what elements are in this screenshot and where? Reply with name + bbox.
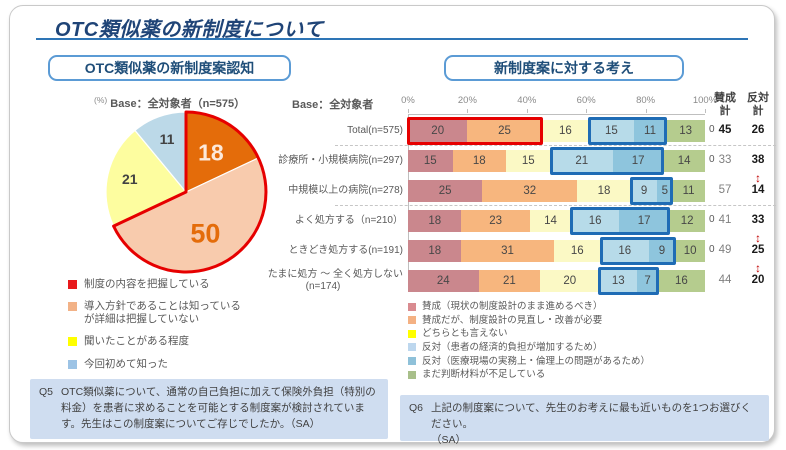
pie-base-note: (%) Base：全対象者（n=575） xyxy=(94,95,245,111)
pie-value-label: 50 xyxy=(190,218,220,248)
q5-text: OTC類似薬について、通常の自己負担に加えて保険外負担（特別の料金）を患者に求め… xyxy=(61,386,376,430)
pie-legend-label: 今回初めて知った xyxy=(84,357,168,370)
bar-legend-item: 反対（患者の経済的負担が増加するため） xyxy=(408,341,778,353)
slide: OTC類似薬の新制度について OTC類似薬の新制度案認知 (%) Base：全対… xyxy=(9,5,778,446)
oppose-total: 26 xyxy=(751,124,765,136)
bar-legend-item: 賛成（現状の制度設計のまま進めるべき） xyxy=(408,301,778,312)
pie-legend-item: 聞いたことがある程度 xyxy=(68,335,368,348)
oppose-total: 33 xyxy=(751,214,765,226)
bar-base-note: Base：全対象者 xyxy=(292,99,374,111)
pie-value-label: 18 xyxy=(198,140,224,166)
title-underline xyxy=(36,38,748,40)
legend-swatch-icon xyxy=(68,302,77,312)
legend-swatch-icon xyxy=(408,302,416,311)
legend-swatch-icon xyxy=(68,337,77,347)
zero-value-label: 0 xyxy=(709,214,715,225)
q5-box: Q5 OTC類似薬について、通常の自己負担に加えて保険外負担（特別の料金）を患者… xyxy=(30,379,388,439)
pie-legend-label: 導入方針であることは知っている が詳細は把握していない xyxy=(84,300,241,326)
approve-total: 41 xyxy=(718,214,732,226)
legend-swatch-icon xyxy=(68,359,77,369)
pie-legend: 制度の内容を把握している導入方針であることは知っている が詳細は把握していない聞… xyxy=(68,278,368,380)
legend-swatch-icon xyxy=(408,329,416,338)
axis-tick xyxy=(645,109,647,113)
bar-legend-item: 賛成だが、制度設計の見直し・改善が必要 xyxy=(408,314,778,326)
right-panel-header-label: 新制度案に対する考え xyxy=(494,60,634,76)
axis-tick xyxy=(586,109,588,113)
axis-tick-label: 20% xyxy=(457,95,477,106)
q6-text: 上記の制度案について、先生のお考えに最も近いものを1つお選びください。 （SA） xyxy=(431,402,751,446)
zero-value-label: 0 xyxy=(709,124,715,135)
pie-unit-label: (%) xyxy=(94,95,108,105)
axis-tick-label: 40% xyxy=(517,95,537,106)
pie-legend-label: 聞いたことがある程度 xyxy=(84,335,189,348)
bar-legend-label: 反対（医療現場の実務上・倫理上の問題があるため） xyxy=(422,355,651,367)
significance-arrow-icon: ↕ xyxy=(755,231,761,245)
bar-legend-item: まだ判断材料が不足している xyxy=(408,369,778,381)
zero-value-label: 0 xyxy=(709,244,715,255)
bar-legend-item: どちらとも言えない xyxy=(408,328,778,340)
approve-total: 49 xyxy=(718,244,732,256)
pie-legend-item: 導入方針であることは知っている が詳細は把握していない xyxy=(68,300,368,326)
left-panel-header: OTC類似薬の新制度案認知 xyxy=(48,55,291,81)
axis-tick xyxy=(467,109,469,113)
approve-total: 44 xyxy=(718,274,732,286)
bar-chart-plot-area xyxy=(408,114,705,292)
axis-tick-label: 80% xyxy=(636,95,656,106)
legend-swatch-icon xyxy=(408,357,416,365)
pie-highlight-outline xyxy=(112,110,268,274)
oppose-col-header: 反対 計 xyxy=(747,92,769,117)
page-title: OTC類似薬の新制度について xyxy=(55,19,324,41)
q6-box: Q6 上記の制度案について、先生のお考えに最も近いものを1つお選びください。 （… xyxy=(400,395,769,446)
legend-swatch-icon xyxy=(408,370,416,379)
q5-label: Q5 xyxy=(39,386,54,398)
approve-total: 57 xyxy=(718,184,732,196)
approve-col-header: 賛成 計 xyxy=(714,92,736,117)
bar-legend-label: 反対（患者の経済的負担が増加するため） xyxy=(422,341,603,353)
bar-legend: 賛成（現状の制度設計のまま進めるべき） 賛成だが、制度設計の見直し・改善が必要 どち… xyxy=(408,301,778,384)
pie-legend-item: 制度の内容を把握している xyxy=(68,278,368,291)
pie-legend-item: 今回初めて知った xyxy=(68,358,368,371)
oppose-total: 38 xyxy=(751,154,765,166)
pie-legend-label: 制度の内容を把握している xyxy=(84,278,210,290)
left-panel-header-label: OTC類似薬の新制度案認知 xyxy=(84,60,255,76)
legend-swatch-icon xyxy=(68,280,77,289)
q6-label: Q6 xyxy=(409,402,424,414)
pie-value-label: 21 xyxy=(122,171,138,187)
bar-legend-label: 賛成（現状の制度設計のまま進めるべき） xyxy=(422,301,603,312)
axis-tick-label: 0% xyxy=(401,95,415,106)
bar-legend-label: どちらとも言えない xyxy=(422,328,508,340)
significance-arrow-icon: ↕ xyxy=(755,261,761,275)
axis-tick-label: 60% xyxy=(576,95,596,106)
axis-tick xyxy=(408,109,409,113)
pie-base-note-text: Base：全対象者（n=575） xyxy=(110,98,246,110)
bar-legend-label: まだ判断材料が不足している xyxy=(422,369,546,381)
axis-tick xyxy=(705,109,706,113)
pie-value-label: 11 xyxy=(160,131,175,147)
approve-total: 33 xyxy=(718,154,732,166)
oppose-total: 14 xyxy=(751,184,765,196)
pie-slice xyxy=(105,129,187,227)
legend-swatch-icon xyxy=(408,316,416,325)
significance-arrow-icon: ↕ xyxy=(755,171,761,185)
approve-total: 45 xyxy=(718,124,732,136)
oppose-total: 20 xyxy=(751,274,765,286)
oppose-total: 25 xyxy=(751,244,765,256)
bar-legend-item: 反対（医療現場の実務上・倫理上の問題があるため） xyxy=(408,355,778,367)
pie-chart: 18 50 21 11 xyxy=(105,110,268,274)
right-panel-header: 新制度案に対する考え xyxy=(444,55,684,81)
bar-legend-label: 賛成だが、制度設計の見直し・改善が必要 xyxy=(422,314,603,326)
legend-swatch-icon xyxy=(408,343,416,352)
zero-value-label: 0 xyxy=(709,154,715,165)
axis-tick xyxy=(526,109,528,113)
